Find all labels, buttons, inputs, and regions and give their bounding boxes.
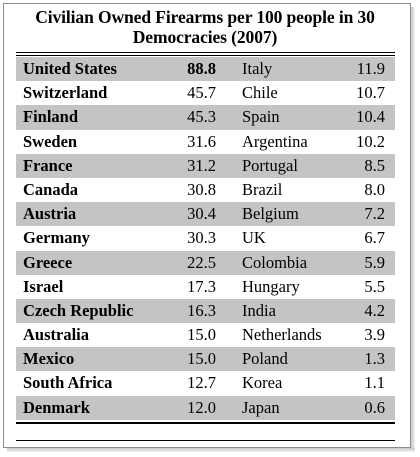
right-value-cell: 10.7 xyxy=(356,83,385,103)
left-value-cell: 31.2 xyxy=(187,155,216,175)
right-country-cell: Brazil xyxy=(242,179,283,199)
left-value-cell: 45.7 xyxy=(187,83,216,103)
left-value-cell: 12.7 xyxy=(187,373,216,393)
left-country-cell: Canada xyxy=(23,179,79,199)
right-value-cell: 0.6 xyxy=(364,397,385,417)
table-row: Australia 15.0 Netherlands 3.9 xyxy=(16,323,395,347)
table-row: Austria 30.4 Belgium 7.2 xyxy=(16,202,395,227)
table-row: Finland 45.3 Spain 10.4 xyxy=(16,105,395,130)
right-value-cell: 5.9 xyxy=(364,252,385,272)
frame-shadow-right xyxy=(411,7,415,452)
table-row: Sweden 31.6 Argentina 10.2 xyxy=(16,130,395,154)
right-value-cell: 3.9 xyxy=(364,325,385,345)
right-country-cell: India xyxy=(242,300,276,320)
left-country-cell: Greece xyxy=(23,252,73,272)
right-country-cell: Chile xyxy=(242,83,278,103)
right-country-cell: UK xyxy=(242,228,266,248)
left-country-cell: Mexico xyxy=(23,349,75,369)
left-country-cell: Sweden xyxy=(23,131,78,151)
top-double-rule xyxy=(16,52,395,56)
frame-shadow-bottom xyxy=(7,448,415,452)
left-value-cell: 30.4 xyxy=(187,204,216,224)
right-value-cell: 10.4 xyxy=(356,107,385,127)
table-row: Israel 17.3 Hungary 5.5 xyxy=(16,275,395,299)
table-row: Switzerland 45.7 Chile 10.7 xyxy=(16,81,395,105)
right-value-cell: 6.7 xyxy=(364,228,385,248)
right-value-cell: 8.5 xyxy=(364,155,385,175)
left-country-cell: South Africa xyxy=(23,373,113,393)
left-country-cell: Austria xyxy=(23,204,77,224)
right-value-cell: 1.3 xyxy=(364,349,385,369)
right-value-cell: 1.1 xyxy=(364,373,385,393)
left-country-cell: France xyxy=(23,155,73,175)
left-country-cell: Australia xyxy=(23,325,89,345)
right-value-cell: 4.2 xyxy=(364,300,385,320)
right-value-cell: 7.2 xyxy=(364,204,385,224)
table-row: Greece 22.5 Colombia 5.9 xyxy=(16,250,395,275)
right-value-cell: 5.5 xyxy=(364,276,385,296)
left-value-cell: 45.3 xyxy=(187,107,216,127)
left-value-cell: 30.8 xyxy=(187,179,216,199)
table-row: Germany 30.3 UK 6.7 xyxy=(16,226,395,250)
left-value-cell: 22.5 xyxy=(187,252,216,272)
right-country-cell: Colombia xyxy=(242,252,308,272)
table-row: United States 88.8 Italy 11.9 xyxy=(16,57,395,82)
table-row: Mexico 15.0 Poland 1.3 xyxy=(16,347,395,372)
left-country-cell: Israel xyxy=(23,276,64,296)
table-row: France 31.2 Portugal 8.5 xyxy=(16,153,395,178)
right-country-cell: Portugal xyxy=(242,155,298,175)
right-country-cell: Japan xyxy=(242,397,280,417)
left-country-cell: Czech Republic xyxy=(23,300,134,320)
left-value-cell: 30.3 xyxy=(187,228,216,248)
left-value-cell: 16.3 xyxy=(187,300,216,320)
left-value-cell: 31.6 xyxy=(187,131,216,151)
table-row: Czech Republic 16.3 India 4.2 xyxy=(16,298,395,324)
right-country-cell: Netherlands xyxy=(242,325,322,345)
left-country-cell: Switzerland xyxy=(23,83,108,103)
right-country-cell: Spain xyxy=(242,107,280,127)
table-body: United States 88.8 Italy 11.9 Switzerland 45.… xyxy=(16,57,395,420)
right-value-cell: 8.0 xyxy=(364,179,385,199)
left-value-cell: 17.3 xyxy=(187,276,216,296)
table-row: Canada 30.8 Brazil 8.0 xyxy=(16,178,395,202)
left-country-cell: Denmark xyxy=(23,397,90,417)
right-country-cell: Argentina xyxy=(242,131,308,151)
right-value-cell: 10.2 xyxy=(356,131,385,151)
left-country-cell: Germany xyxy=(23,228,90,248)
left-value-cell: 88.8 xyxy=(187,59,216,78)
end-rule xyxy=(16,440,395,441)
left-country-cell: United States xyxy=(23,59,117,78)
table-title: Civilian Owned Firearms per 100 people i… xyxy=(35,7,375,47)
left-value-cell: 15.0 xyxy=(187,325,216,345)
right-country-cell: Hungary xyxy=(242,276,300,296)
table-row: Denmark 12.0 Japan 0.6 xyxy=(16,395,395,420)
right-country-cell: Italy xyxy=(242,59,273,78)
right-country-cell: Poland xyxy=(242,349,288,369)
right-country-cell: Belgium xyxy=(242,204,299,224)
right-country-cell: Korea xyxy=(242,373,283,393)
left-value-cell: 15.0 xyxy=(187,349,216,369)
left-country-cell: Finland xyxy=(23,107,79,127)
left-value-cell: 12.0 xyxy=(187,397,216,417)
bottom-rule xyxy=(16,422,395,424)
right-value-cell: 11.9 xyxy=(356,59,385,78)
table-row: South Africa 12.7 Korea 1.1 xyxy=(16,371,395,395)
